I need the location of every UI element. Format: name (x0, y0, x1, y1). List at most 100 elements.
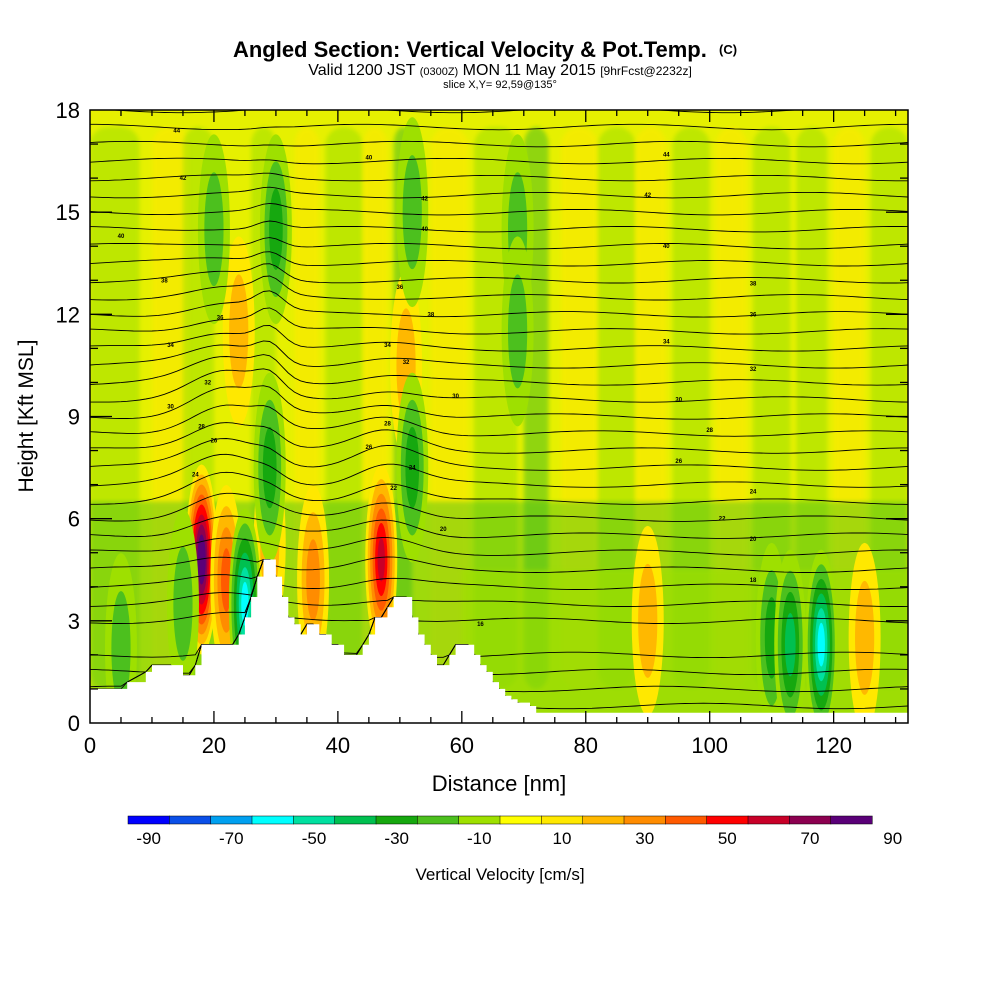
theta-contour-13 (90, 438, 908, 471)
contour-label-19: 34 (167, 343, 174, 349)
theta-contour-24 (90, 263, 908, 284)
y-tick-label-12: 12 (56, 302, 80, 327)
theta-contour-10 (90, 492, 908, 522)
contour-label-26: 42 (421, 197, 428, 203)
contour-label-20: 32 (204, 380, 211, 386)
x-tick-labels: 0 20 40 60 80 100 120 (84, 733, 852, 758)
theta-contour-27 (90, 220, 908, 233)
contour-label-37: 20 (440, 527, 447, 533)
theta-contour-26 (90, 237, 908, 250)
updraft-core-7 (631, 525, 664, 716)
y-tick-label-0: 0 (68, 711, 80, 736)
colorbar-swatch-6 (375, 815, 418, 825)
downdraft-core-1 (253, 372, 286, 563)
y-tick-label-9: 9 (68, 405, 80, 430)
theta-contour-11 (90, 471, 908, 505)
colorbar-swatch-9 (499, 815, 542, 825)
low-level-band-east (461, 569, 908, 723)
theta-contour-labels: 18 20 22 24 26 28 30 32 34 36 38 40 42 44 44 42 40 38 36 34… (118, 128, 757, 628)
x-tick-label-40: 40 (326, 733, 350, 758)
theta-contour-5 (90, 559, 908, 607)
contour-label-30: 34 (384, 343, 391, 349)
downdraft-core-10 (805, 549, 838, 723)
downdraft-core-5 (396, 117, 429, 308)
contour-label-8: 34 (663, 340, 670, 346)
colorbar-swatch-14 (706, 815, 749, 825)
contour-label-0: 18 (750, 578, 757, 584)
colorbar-tick-label-0: -90 (136, 829, 161, 848)
colorbar-swatch-15 (747, 815, 790, 825)
contour-label-13: 44 (663, 152, 670, 158)
colorbar-swatch-0 (127, 815, 170, 825)
theta-contour-15 (90, 404, 908, 437)
title-suffix: (C) (719, 42, 737, 57)
colorbar-swatch-12 (623, 815, 666, 825)
contour-label-24: 24 (192, 472, 199, 478)
colorbar-tick-label-4: -10 (467, 829, 492, 848)
theta-contour-8 (90, 537, 908, 556)
contour-label-2: 22 (719, 517, 726, 523)
y-tick-label-3: 3 (68, 609, 80, 634)
plot-area: 18 20 22 24 26 28 30 32 34 36 38 40 42 44 44 42 40 38 36 34… (90, 110, 908, 723)
colorbar-tick-label-2: -50 (302, 829, 327, 848)
subtitle-date: MON 11 May 2015 (463, 62, 596, 79)
chart-title: Angled Section: Vertical Velocity & Pot.… (233, 37, 737, 62)
contour-label-33: 28 (384, 421, 391, 427)
axis-ticks (90, 110, 908, 723)
contour-label-23: 26 (211, 438, 218, 444)
subtitle-forecast: [9hrFcst@2232z] (600, 64, 692, 78)
theta-contour-31 (90, 157, 908, 165)
contour-label-18: 36 (217, 316, 224, 322)
contour-label-16: 40 (118, 234, 125, 240)
colorbar-swatch-4 (293, 815, 336, 825)
contour-label-36: 22 (390, 486, 397, 492)
theta-contour-30 (90, 172, 908, 182)
contour-label-3: 24 (750, 489, 757, 495)
contour-label-5: 28 (706, 428, 713, 434)
theta-contour-23 (90, 275, 908, 301)
colorbar-swatch-2 (210, 815, 253, 825)
updraft-core-8 (848, 542, 881, 723)
contour-label-21: 30 (167, 404, 174, 410)
colorbar-tick-label-7: 50 (718, 829, 737, 848)
colorbar-swatch-13 (665, 815, 708, 825)
contour-label-15: 42 (180, 176, 187, 182)
theta-contour-14 (90, 422, 908, 454)
chart-slice-label: slice X,Y= 92,59@135° (443, 79, 557, 91)
contour-label-11: 40 (663, 244, 670, 250)
x-tick-label-60: 60 (450, 733, 474, 758)
contour-label-34: 26 (366, 445, 373, 451)
contour-label-32: 30 (452, 394, 459, 400)
colorbar-tick-label-8: 70 (801, 829, 820, 848)
downdraft-core-12 (104, 553, 137, 723)
contour-label-17: 38 (161, 278, 168, 284)
colorbar-tick-label-6: 30 (635, 829, 654, 848)
colorbar-tick-label-5: 10 (553, 829, 572, 848)
colorbar-swatch-17 (830, 815, 873, 825)
colorbar-tick-label-9: 90 (883, 829, 902, 848)
x-tick-label-0: 0 (84, 733, 96, 758)
theta-contours (90, 110, 908, 710)
colorbar-swatch-7 (417, 815, 460, 825)
colorbar-swatch-10 (541, 815, 584, 825)
contour-label-14: 44 (173, 128, 180, 134)
y-axis-label: Height [Kft MSL] (15, 340, 38, 493)
subtitle-utc: (0300Z) (420, 66, 459, 78)
colorbar-tick-label-1: -70 (219, 829, 244, 848)
y-tick-label-6: 6 (68, 507, 80, 532)
theta-contour-6 (90, 559, 908, 590)
y-tick-label-15: 15 (56, 200, 80, 225)
theta-contour-7 (90, 556, 908, 573)
downdraft-core-7 (501, 236, 534, 427)
contour-label-29: 38 (427, 312, 434, 318)
y-tick-label-18: 18 (56, 98, 80, 123)
theta-contour-12 (90, 453, 908, 488)
chart-subtitle: Valid 1200 JST (0300Z) MON 11 May 2015 [… (308, 62, 692, 79)
downdraft-core-9 (774, 549, 807, 723)
contour-label-6: 30 (675, 397, 682, 403)
contour-label-22: 28 (198, 425, 205, 431)
contour-label-1: 20 (750, 537, 757, 543)
x-tick-label-80: 80 (574, 733, 598, 758)
x-tick-label-20: 20 (202, 733, 226, 758)
